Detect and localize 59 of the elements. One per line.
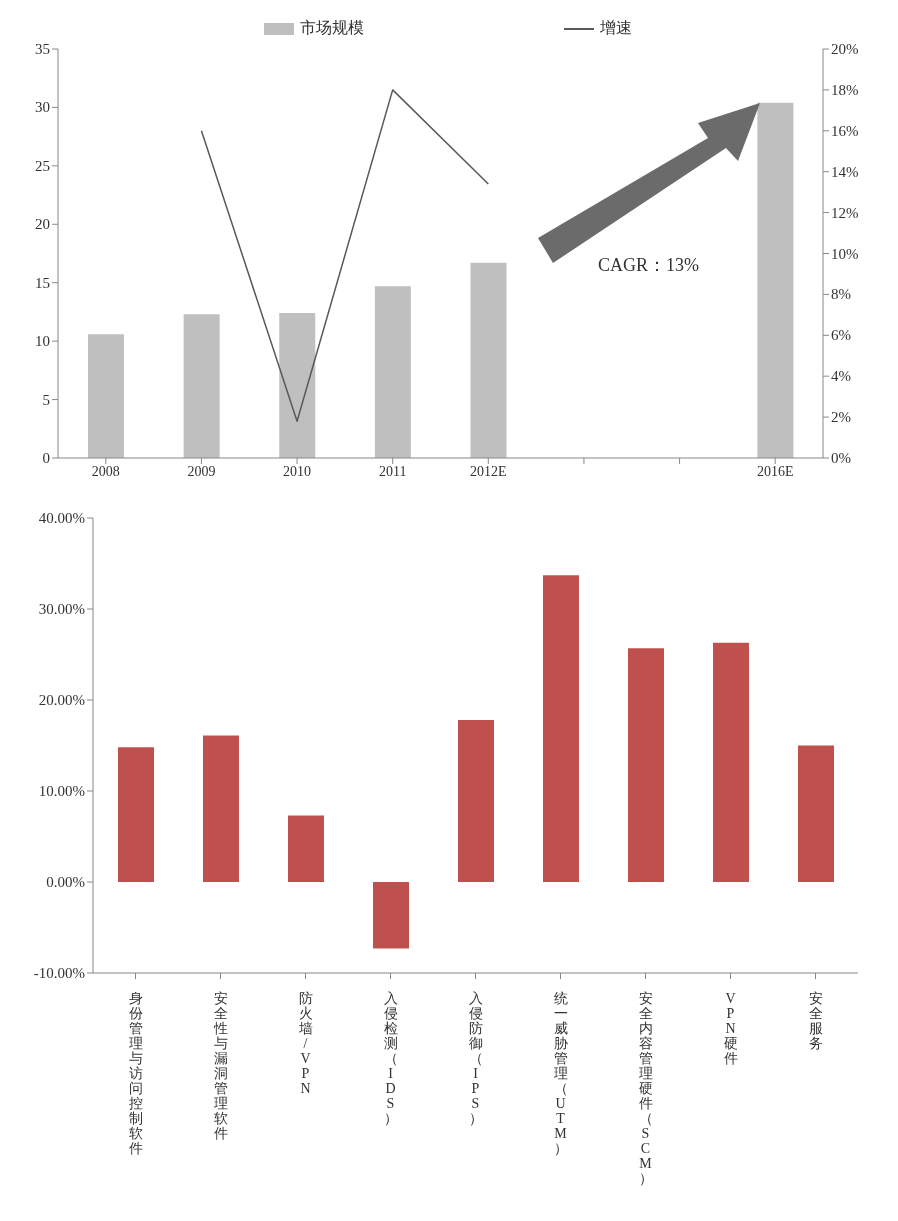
y2-tick-label: 16%	[831, 122, 859, 139]
y2-tick-label: 12%	[831, 204, 859, 221]
category-label: 安全性与漏洞管理软件	[213, 991, 228, 1141]
x-tick-label: 2009	[187, 463, 216, 479]
category-label: 统一威胁管理（UTM）	[553, 991, 568, 1156]
y-tick-label: 30.00%	[38, 601, 85, 617]
bar	[757, 102, 794, 458]
x-tick-label: VPN硬件	[723, 991, 738, 1066]
legend-label: 增速	[600, 18, 632, 38]
y-tick-label: 0.00%	[46, 874, 85, 890]
y2-tick-label: 6%	[831, 327, 851, 344]
line-series	[200, 89, 490, 422]
category-label: 安全内容管理硬件（SCM）	[638, 991, 653, 1186]
bar	[88, 334, 124, 458]
x-tick-label: 安全服务	[808, 991, 823, 1051]
y-tick-label: 20.00%	[38, 692, 85, 708]
y-tick-label: 35	[35, 41, 50, 57]
y-tick-label: 15	[35, 274, 50, 291]
y-tick-label: -10.00%	[33, 965, 85, 981]
y2-tick-label: 8%	[831, 286, 851, 303]
bar	[798, 745, 834, 882]
y2-tick-label: 4%	[831, 368, 851, 385]
x-tick-label: 2011	[378, 463, 407, 479]
y2-tick-label: 18%	[831, 81, 859, 98]
x-tick-label: 2010	[283, 463, 312, 479]
bar	[374, 286, 411, 458]
bar	[713, 642, 749, 882]
y-tick-label: 0	[42, 450, 50, 466]
y2-tick-label: 2%	[831, 409, 851, 426]
x-tick-label: 防火墙/VPN	[297, 991, 313, 1096]
y2-tick-label: 14%	[831, 163, 859, 180]
y2-tick-label: 0%	[831, 450, 851, 466]
bar	[183, 314, 220, 458]
bar	[279, 313, 316, 458]
x-tick-label: 2012E	[470, 463, 507, 479]
bar	[118, 747, 154, 882]
annotation: CAGR：13%	[598, 254, 700, 277]
bar	[203, 735, 239, 882]
x-tick-label: 2016E	[756, 463, 794, 479]
y-tick-label: 25	[35, 157, 50, 174]
bar	[288, 815, 324, 882]
y-tick-label: 10.00%	[38, 783, 85, 799]
category-label: 入侵检测（IDS）	[383, 991, 398, 1126]
bar	[458, 720, 494, 882]
bar	[628, 648, 664, 882]
category-label: 入侵防御（IPS）	[468, 991, 483, 1126]
x-tick-label: 2008	[91, 463, 120, 479]
bar	[470, 262, 507, 458]
legend-label: 市场规模	[300, 18, 364, 38]
category-label: 身份管理与访问控制软件	[128, 991, 143, 1156]
y-tick-label: 30	[35, 99, 50, 116]
y-tick-label: 20	[35, 216, 50, 233]
y2-tick-label: 10%	[831, 245, 859, 262]
y-tick-label: 40.00%	[38, 510, 85, 526]
y-tick-label: 10	[35, 333, 50, 350]
bar	[373, 882, 409, 949]
bar	[543, 575, 579, 882]
y-tick-label: 5	[42, 391, 50, 408]
y2-tick-label: 20%	[831, 41, 859, 57]
